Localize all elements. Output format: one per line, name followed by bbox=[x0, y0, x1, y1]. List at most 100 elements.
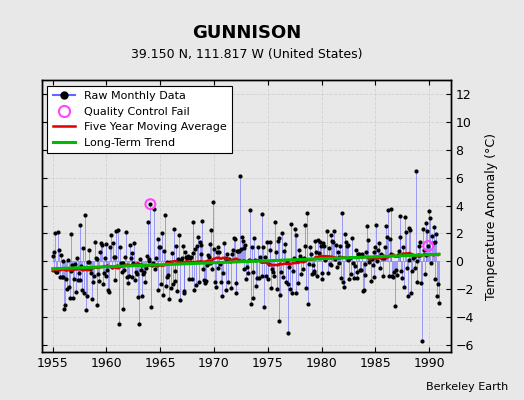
Point bbox=[138, 293, 147, 300]
Point bbox=[111, 254, 119, 260]
Point bbox=[203, 262, 211, 268]
Point bbox=[372, 221, 380, 228]
Point bbox=[95, 278, 103, 284]
Point bbox=[284, 281, 292, 287]
Point bbox=[179, 288, 188, 294]
Point bbox=[55, 246, 63, 253]
Point bbox=[310, 270, 319, 277]
Point bbox=[185, 276, 193, 282]
Point bbox=[322, 254, 330, 260]
Point bbox=[373, 258, 381, 264]
Point bbox=[223, 251, 232, 257]
Point bbox=[279, 274, 287, 280]
Point bbox=[190, 287, 199, 293]
Point bbox=[90, 273, 98, 279]
Point bbox=[103, 266, 112, 273]
Point bbox=[88, 296, 96, 302]
Point bbox=[131, 277, 139, 284]
Point bbox=[211, 279, 219, 285]
Point bbox=[374, 246, 382, 253]
Point bbox=[210, 246, 218, 252]
Point bbox=[74, 270, 83, 276]
Point bbox=[311, 238, 320, 244]
Point bbox=[126, 254, 135, 261]
Point bbox=[392, 267, 400, 273]
Point bbox=[266, 239, 275, 245]
Point bbox=[366, 256, 374, 262]
Point bbox=[272, 286, 281, 292]
Point bbox=[89, 279, 97, 285]
Point bbox=[405, 257, 413, 264]
Point bbox=[230, 235, 238, 241]
Point bbox=[169, 281, 177, 288]
Point bbox=[68, 262, 77, 268]
Point bbox=[352, 269, 361, 275]
Point bbox=[409, 254, 417, 261]
Point bbox=[182, 254, 190, 260]
Point bbox=[414, 252, 422, 258]
Point bbox=[343, 242, 351, 249]
Point bbox=[301, 222, 310, 228]
Point bbox=[176, 296, 184, 303]
Point bbox=[356, 267, 364, 274]
Point bbox=[297, 271, 305, 277]
Point bbox=[160, 248, 168, 254]
Point bbox=[165, 295, 173, 302]
Point bbox=[309, 268, 318, 274]
Point bbox=[352, 247, 360, 253]
Point bbox=[256, 258, 265, 264]
Point bbox=[141, 279, 149, 286]
Point bbox=[332, 241, 340, 248]
Point bbox=[235, 248, 243, 254]
Point bbox=[141, 265, 150, 271]
Point bbox=[77, 222, 85, 228]
Point bbox=[121, 254, 129, 260]
Point bbox=[222, 256, 231, 262]
Point bbox=[155, 244, 163, 251]
Point bbox=[286, 286, 294, 292]
Point bbox=[171, 268, 180, 274]
Point bbox=[178, 255, 186, 261]
Point bbox=[162, 274, 171, 280]
Point bbox=[106, 244, 114, 250]
Point bbox=[247, 300, 255, 307]
Point bbox=[305, 261, 313, 267]
Point bbox=[147, 304, 156, 310]
Point bbox=[267, 285, 276, 291]
Point bbox=[330, 228, 339, 234]
Point bbox=[383, 234, 391, 240]
Point bbox=[97, 240, 105, 246]
Point bbox=[154, 287, 162, 294]
Point bbox=[315, 250, 323, 256]
Point bbox=[316, 243, 325, 249]
Point bbox=[333, 249, 342, 256]
Point bbox=[85, 259, 94, 265]
Point bbox=[430, 276, 439, 282]
Point bbox=[410, 254, 418, 260]
Point bbox=[288, 290, 296, 296]
Point bbox=[418, 338, 426, 344]
Point bbox=[252, 283, 260, 289]
Point bbox=[213, 264, 222, 271]
Point bbox=[300, 242, 309, 249]
Point bbox=[73, 255, 81, 261]
Point bbox=[215, 249, 224, 255]
Point bbox=[406, 227, 414, 234]
Point bbox=[251, 257, 259, 264]
Point bbox=[242, 276, 250, 282]
Point bbox=[308, 271, 316, 278]
Point bbox=[358, 251, 366, 257]
Point bbox=[199, 265, 208, 272]
Point bbox=[111, 276, 119, 283]
Point bbox=[213, 249, 221, 255]
Point bbox=[342, 239, 350, 245]
Point bbox=[394, 252, 402, 258]
Point bbox=[117, 269, 126, 275]
Point bbox=[205, 241, 214, 248]
Point bbox=[196, 251, 205, 257]
Point bbox=[102, 273, 111, 280]
Point bbox=[149, 260, 157, 266]
Point bbox=[376, 264, 384, 271]
Point bbox=[247, 243, 256, 250]
Point bbox=[339, 279, 347, 285]
